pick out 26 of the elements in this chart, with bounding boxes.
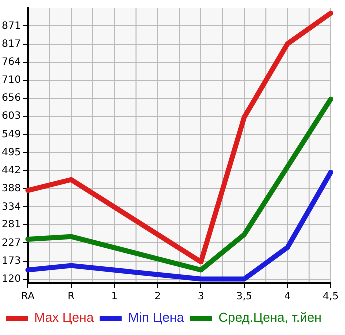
y-tick-label: 173 xyxy=(2,256,22,268)
y-tick-label: 442 xyxy=(2,165,22,176)
x-tick-label: 3,5 xyxy=(236,292,252,303)
y-tick-label: 227 xyxy=(2,238,22,249)
y-tick-label: 764 xyxy=(2,56,22,68)
x-tick-label: 1 xyxy=(111,292,118,303)
legend-label: Min Цена xyxy=(128,310,186,326)
y-tick-label: 656 xyxy=(2,93,22,104)
x-tick-label: 3 xyxy=(198,292,204,303)
y-tick-label: 120 xyxy=(2,274,22,285)
y-tick-label: 334 xyxy=(2,202,22,213)
x-tick-label: R xyxy=(68,292,75,303)
y-tick-label: 495 xyxy=(2,148,22,159)
y-tick-label: 603 xyxy=(2,111,22,122)
x-tick-label: 2 xyxy=(154,292,162,303)
y-tick-label: 388 xyxy=(2,184,22,195)
y-tick-label: 281 xyxy=(2,220,22,231)
x-tick-label: 4,5 xyxy=(323,292,339,303)
x-tick-label: RA xyxy=(21,292,35,303)
legend-label: Сред.Цена, т.йен xyxy=(218,310,322,326)
x-tick-label: 4 xyxy=(284,292,291,303)
y-tick-label: 871 xyxy=(2,20,22,32)
y-tick-label: 549 xyxy=(2,129,22,140)
legend-label: Max Цена xyxy=(34,310,95,326)
y-tick-label: 817 xyxy=(2,38,22,50)
y-tick-label: 710 xyxy=(2,75,22,86)
